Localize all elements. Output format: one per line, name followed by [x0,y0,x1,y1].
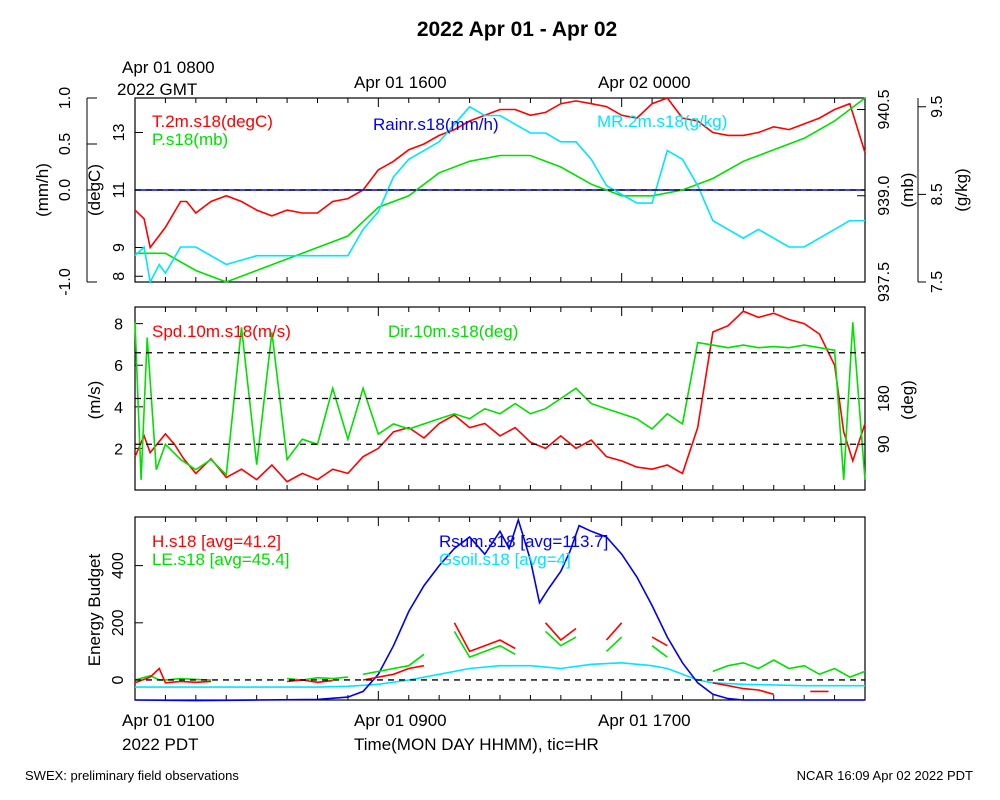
pres-axis-label: (mb) [898,173,917,208]
rain-tick-label: 0.5 [57,133,74,155]
bot-series-green-line [545,630,577,647]
mr-tick-label: 7.5 [929,271,946,293]
speed-axis-label: (m/s) [85,381,104,420]
bot-series-red-line [651,636,668,647]
footer-right: NCAR 16:09 Apr 02 2022 PDT [797,768,973,783]
bot-series-red-line [545,622,577,642]
pres-tick-label: 939.0 [876,176,893,216]
pdt-1700-label: Apr 01 1700 [598,711,691,730]
energy-tick-label: 200 [110,609,127,636]
dir-tick-label: 90 [876,435,893,453]
mid-series-green-line [134,322,866,480]
mid-legend-red: Spd.10m.s18(m/s) [152,322,291,341]
gmt-1600-label: Apr 01 1600 [354,73,447,92]
speed-tick-label: 6 [114,358,123,375]
series-layer [134,97,866,702]
energy-axis-label: Energy Budget [85,553,104,666]
rain-tick-label: 1.0 [57,87,74,109]
top-legend-blue: Rainr.s18(mm/h) [373,115,499,134]
x-axis-title: Time(MON DAY HHMM), tic=HR [354,735,599,754]
bot-series-red-line [134,667,212,684]
bot-series-green-line [651,645,668,658]
bot-series-red-line [605,622,623,641]
energy-tick-label: 0 [110,675,127,684]
temp-tick-label: 11 [111,182,128,199]
pdt-0100-label: Apr 01 0100 [122,711,215,730]
top-series-green-line [135,97,866,283]
bot-series-cyan-line [135,661,865,688]
dir-tick-label: 180 [876,385,893,412]
gmt-start-label: Apr 01 0800 [122,58,215,77]
bot-series-green-line [287,676,348,681]
pres-tick-label: 937.5 [876,262,893,302]
rain-tick-label: -1.0 [57,268,74,296]
mid-series-red-line [134,310,866,483]
bot-series-green-line [453,630,516,659]
pdt-0900-label: Apr 01 0900 [354,711,447,730]
mr-tick-label: 8.5 [929,183,946,205]
footer-left: SWEX: preliminary field observations [25,768,239,783]
top-legend-green: P.s18(mb) [152,130,228,149]
energy-tick-label: 400 [110,552,127,579]
gmt-tz-label: 2022 GMT [117,80,197,99]
bot-series-green-line [712,659,866,678]
bot-series-red-line [453,622,516,653]
bot-series-green-line [362,653,425,676]
legend-layer: T.2m.s18(degC) Rainr.s18(mm/h) MR.2m.s18(g… [152,112,727,569]
chart-title: 2022 Apr 01 - Apr 02 [417,18,617,41]
pres-tick-label: 940.5 [876,89,893,129]
bot-legend-blue: Rsum.s18 [avg=113.7] [439,532,608,551]
pdt-tz-label: 2022 PDT [122,735,199,754]
top-legend-red: T.2m.s18(degC) [152,112,273,131]
top-panel-axes: -1.0 0.0 0.5 1.0 (mm/h) 8 9 11 13 (degC) 937.5 939.… [33,87,971,302]
dir-axis-label: (deg) [898,380,917,420]
gmt-0000-label: Apr 02 0000 [598,73,691,92]
top-series-cyan-line [134,105,865,285]
bot-series-red-line [287,679,333,684]
top-legend-cyan: MR.2m.s18(g/kg) [597,112,727,131]
bot-legend-red: H.s18 [avg=41.2] [152,532,281,551]
bot-series-red-line [712,682,775,696]
speed-tick-label: 8 [114,317,123,334]
mr-tick-label: 9.5 [929,96,946,118]
temp-tick-label: 9 [111,243,128,252]
temp-tick-label: 8 [111,272,128,281]
temp-axis-label: (degC) [85,164,104,216]
bottom-panel-axes: 0 200 400 Energy Budget [85,517,836,700]
bot-series-red-line [362,664,425,681]
mr-axis-label: (g/kg) [952,168,971,211]
bot-legend-cyan: Gsoil.s18 [avg=4] [439,550,571,569]
rain-axis-label: (mm/h) [33,163,52,217]
mid-legend-green: Dir.10m.s18(deg) [388,322,518,341]
middle-panel-axes: 2 4 6 8 (m/s) 90 180 (deg) [85,307,917,490]
speed-tick-label: 2 [114,441,123,458]
temp-tick-label: 13 [111,124,128,142]
bot-legend-green: LE.s18 [avg=45.4] [152,550,290,569]
speed-tick-label: 4 [114,400,123,417]
rain-tick-label: 0.0 [57,179,74,201]
bot-series-green-line [605,636,623,652]
